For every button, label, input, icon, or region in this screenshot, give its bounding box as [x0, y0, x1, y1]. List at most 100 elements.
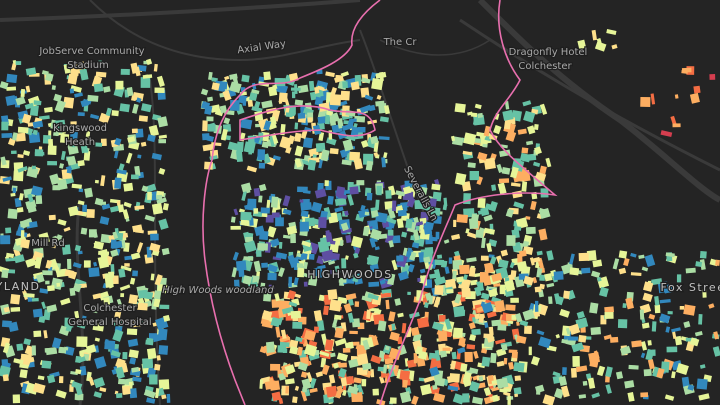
building — [594, 41, 607, 52]
building — [383, 152, 388, 159]
building — [80, 227, 88, 235]
building — [300, 210, 309, 218]
building — [645, 371, 652, 376]
building — [368, 281, 380, 288]
building — [462, 378, 472, 388]
building — [346, 278, 355, 284]
building — [411, 395, 419, 405]
building — [343, 303, 353, 314]
building — [521, 181, 528, 192]
building — [423, 302, 429, 309]
building — [278, 92, 288, 103]
building — [342, 139, 354, 152]
building — [45, 346, 58, 356]
building — [51, 85, 56, 90]
building — [384, 357, 394, 365]
building — [344, 255, 349, 260]
building — [534, 286, 542, 293]
building — [647, 359, 655, 370]
building — [38, 232, 51, 244]
building — [431, 183, 441, 191]
building — [69, 130, 79, 142]
building — [303, 281, 308, 287]
building — [491, 319, 502, 327]
building — [371, 78, 384, 91]
building — [469, 380, 480, 393]
building — [137, 302, 148, 311]
building — [104, 273, 109, 279]
building — [447, 385, 459, 392]
building — [13, 170, 24, 182]
building — [345, 375, 355, 385]
building — [142, 74, 153, 79]
building — [334, 206, 344, 213]
map-label: Mill Rd — [31, 238, 64, 249]
building — [483, 157, 496, 170]
building — [413, 353, 418, 364]
building — [538, 336, 552, 349]
building — [82, 204, 87, 212]
building — [388, 240, 395, 248]
building — [128, 294, 139, 305]
building — [480, 255, 489, 261]
building — [575, 317, 589, 329]
building — [300, 129, 308, 139]
building — [144, 214, 156, 222]
map-label: Colchester — [518, 61, 572, 72]
building — [454, 172, 467, 186]
building — [132, 224, 143, 233]
building — [538, 228, 548, 241]
building — [315, 371, 324, 378]
building — [86, 208, 95, 219]
building — [131, 366, 140, 373]
building — [515, 217, 529, 229]
building — [114, 177, 122, 189]
building — [151, 152, 162, 161]
boundary — [239, 105, 376, 141]
building — [287, 290, 297, 300]
building — [515, 313, 523, 323]
building — [138, 289, 149, 299]
building — [115, 366, 125, 379]
building — [591, 392, 601, 399]
building — [280, 329, 287, 339]
building — [42, 270, 53, 276]
building — [350, 81, 360, 91]
building — [589, 302, 599, 314]
building — [103, 297, 111, 308]
building — [509, 262, 515, 269]
building — [265, 214, 274, 223]
building — [483, 227, 496, 235]
building — [137, 154, 142, 159]
building — [282, 208, 292, 216]
building — [470, 112, 478, 118]
building — [618, 267, 627, 275]
building — [122, 351, 128, 360]
building — [289, 346, 299, 355]
building — [659, 313, 671, 324]
building — [19, 363, 29, 369]
building — [350, 235, 364, 249]
building — [2, 176, 12, 182]
building — [651, 349, 656, 356]
building — [258, 183, 267, 192]
building — [16, 207, 24, 213]
building — [499, 388, 508, 394]
building — [495, 338, 506, 345]
building — [206, 116, 214, 122]
building — [576, 311, 585, 319]
building — [94, 142, 103, 147]
building — [285, 112, 293, 118]
building — [345, 234, 352, 244]
building — [324, 113, 331, 125]
building — [416, 317, 430, 329]
building — [648, 313, 656, 320]
building — [471, 328, 481, 336]
building — [503, 357, 508, 365]
building — [360, 77, 371, 84]
building — [74, 310, 80, 319]
building — [384, 200, 394, 210]
building — [514, 226, 522, 231]
building — [60, 150, 66, 161]
building — [263, 120, 272, 131]
